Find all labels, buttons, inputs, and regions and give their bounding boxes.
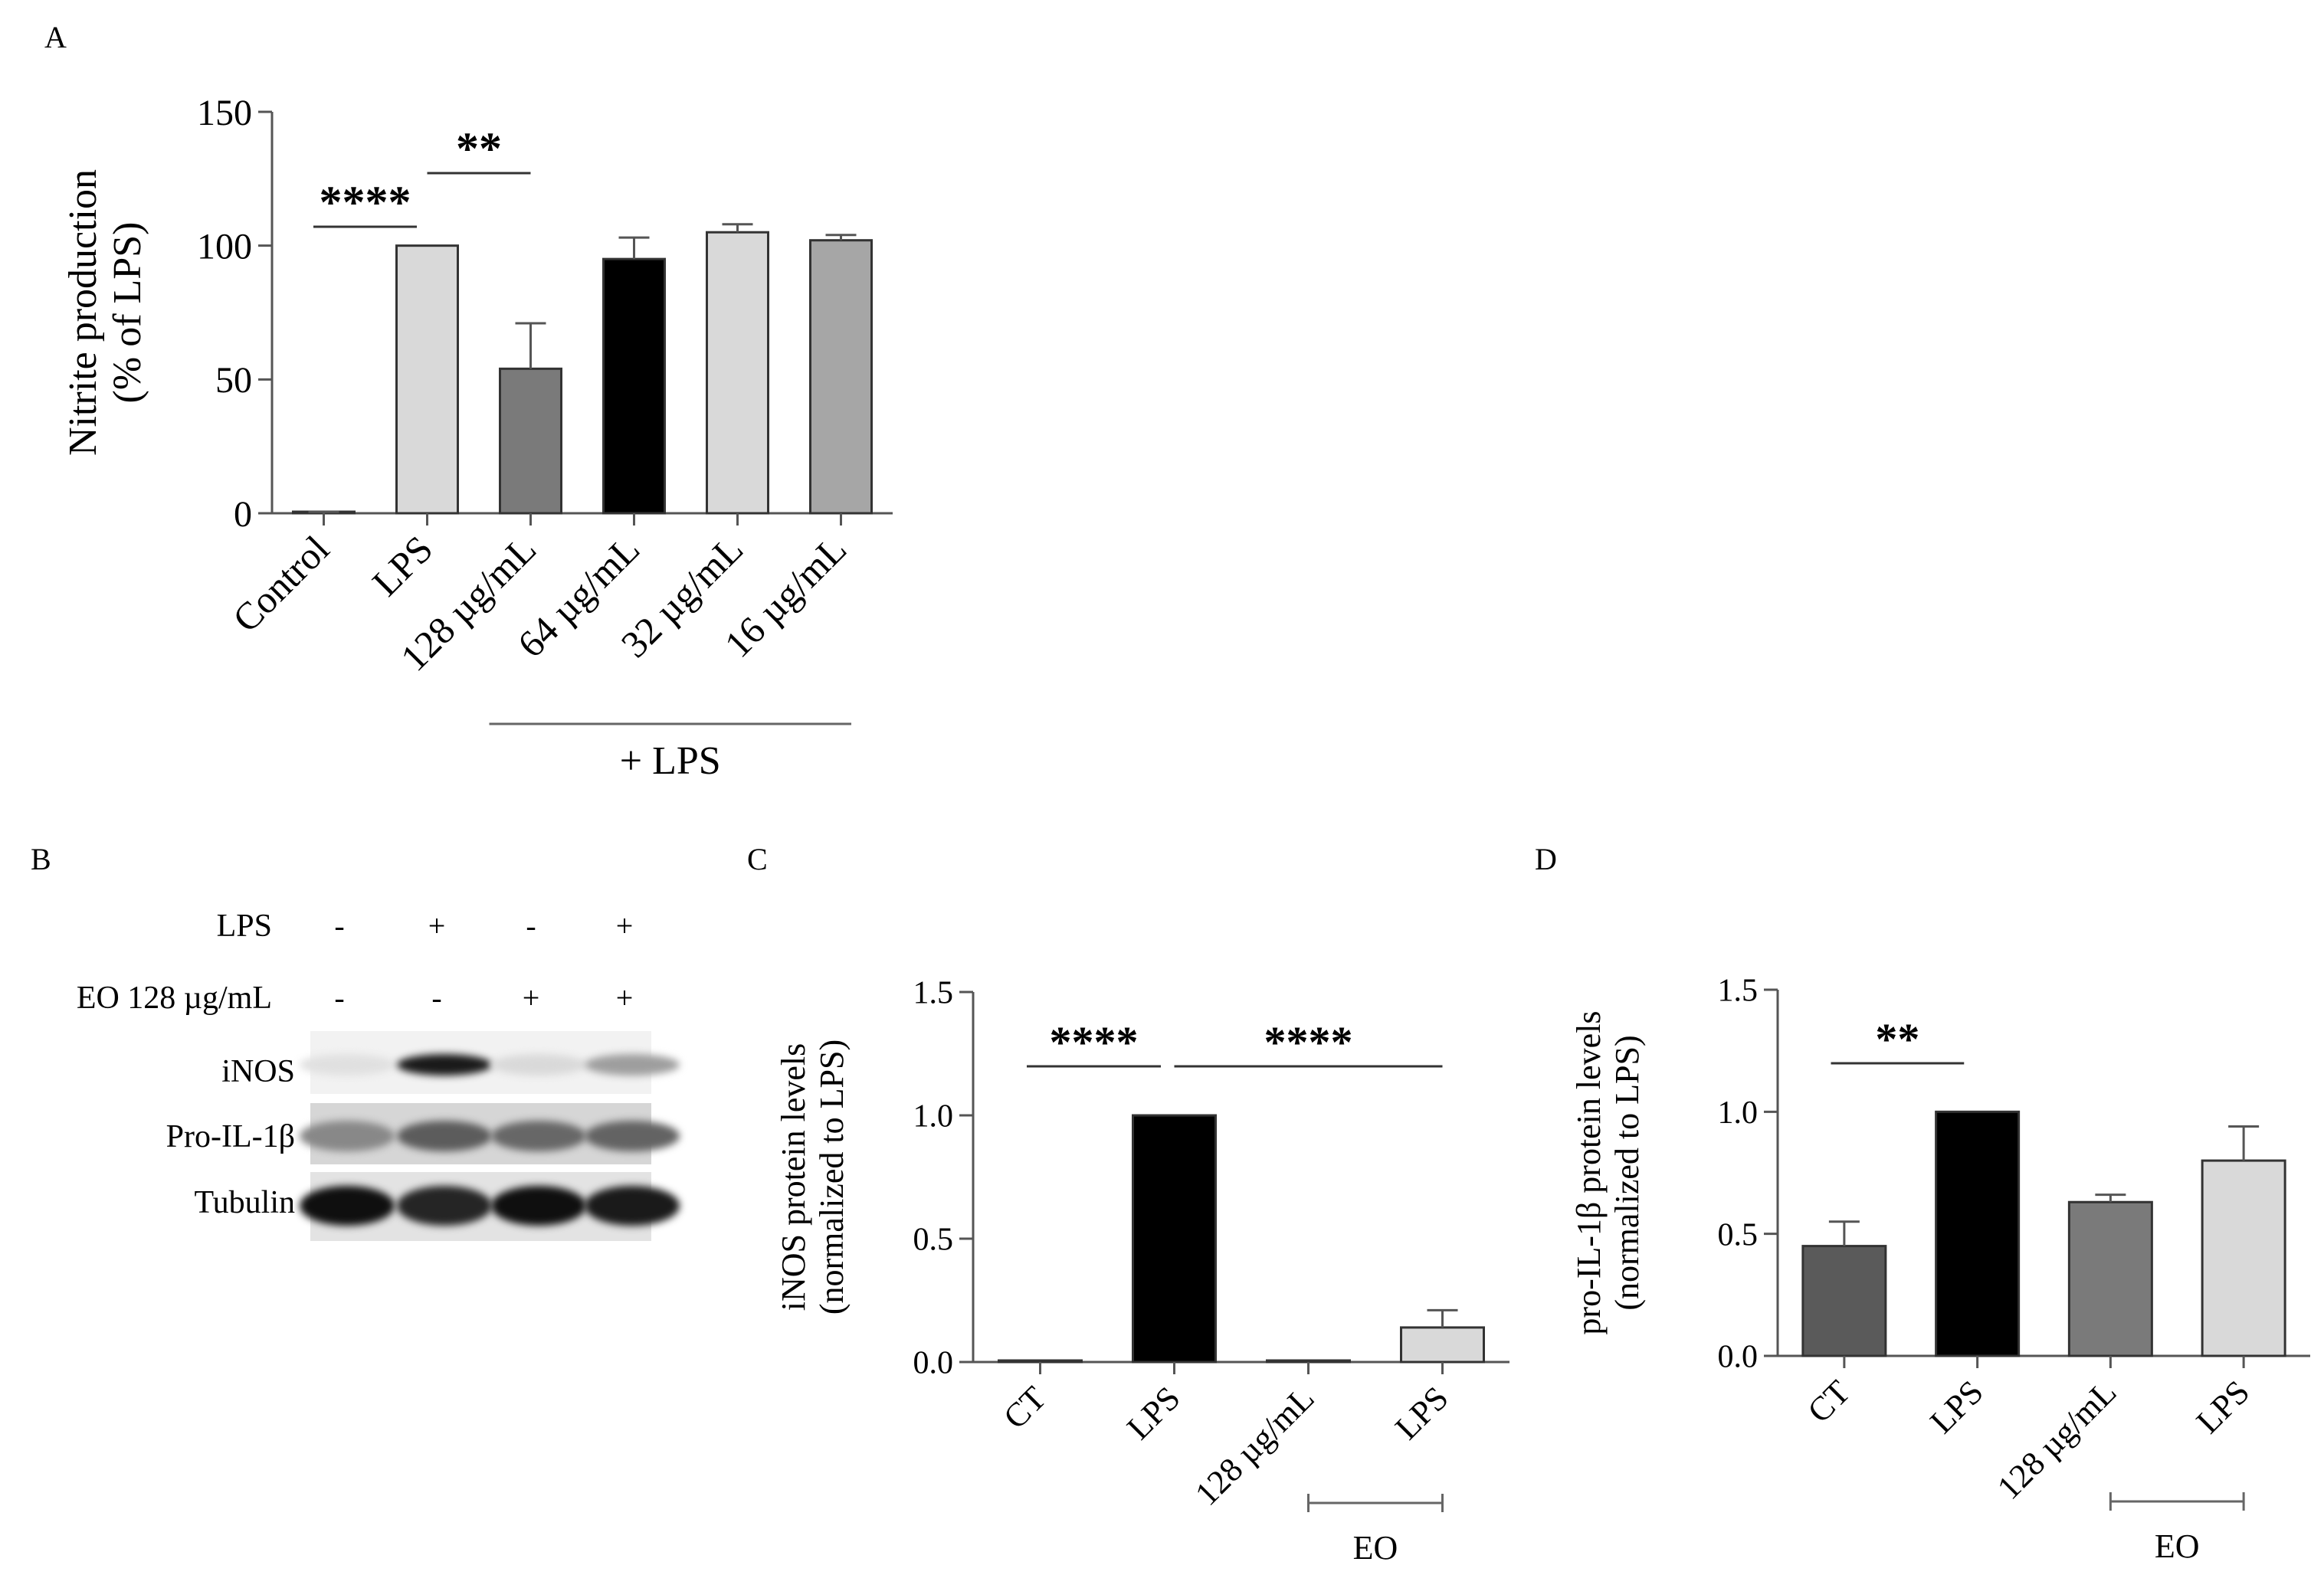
category-label: Control [225, 527, 338, 640]
y-tick-label: 0.0 [1718, 1340, 1759, 1375]
significance-stars: **** [320, 177, 411, 228]
category-label: LPS [2189, 1373, 2257, 1440]
condition-sign: - [526, 909, 536, 943]
bar [809, 239, 873, 515]
panel-letter-c: C [747, 842, 768, 876]
condition-sign: - [334, 981, 344, 1015]
bar [1801, 1245, 1887, 1357]
blot-label-tubulin: Tubulin [194, 1185, 295, 1220]
y-tick-label: 150 [197, 93, 252, 133]
bar [602, 257, 666, 515]
chart-d: 0.0 0.5 1.0 1.5 pro-IL-1β protein levels (nor… [1570, 974, 2310, 1565]
condition-label-eo: EO 128 µg/mL [77, 981, 272, 1016]
blot-band [491, 1054, 586, 1076]
blot-band [585, 1186, 680, 1226]
y-tick-label: 0 [234, 494, 252, 535]
blot-band [397, 1054, 492, 1076]
blot-band [397, 1186, 492, 1226]
blot-label-inos: iNOS [221, 1054, 295, 1089]
bar [2067, 1200, 2153, 1357]
y-axis-label: (normalized to LPS) [1608, 1035, 1646, 1310]
condition-label-lps: LPS [217, 909, 272, 944]
bar [499, 367, 562, 515]
condition-sign: + [616, 981, 634, 1015]
significance-stars: ** [456, 123, 502, 174]
y-tick-label: 0.5 [1718, 1217, 1759, 1252]
panel-letter-b: B [31, 842, 51, 876]
blot-band [300, 1121, 395, 1151]
category-label: LPS [364, 527, 441, 604]
y-tick-label: 1.5 [1718, 974, 1759, 1009]
group-label: EO [1353, 1529, 1398, 1567]
y-tick-label: 100 [197, 226, 252, 267]
category-label: LPS [1922, 1373, 1990, 1440]
western-blot-panel: LPS EO 128 µg/mL - + - + - - + + iNOS Pro-IL-1β… [77, 909, 680, 1241]
condition-sign: - [431, 981, 441, 1015]
panel-letter-a: A [44, 20, 67, 54]
bar [1935, 1110, 2021, 1357]
group-label: + LPS [620, 739, 721, 783]
blot-band [397, 1121, 492, 1151]
y-tick-label: 1.0 [913, 1099, 954, 1135]
category-label: CT [1801, 1373, 1857, 1429]
blot-band [300, 1186, 395, 1226]
blot-band [300, 1054, 395, 1076]
bar [2201, 1159, 2286, 1357]
bar [998, 1359, 1083, 1364]
blot-band [491, 1121, 586, 1151]
condition-sign: + [428, 909, 446, 943]
y-axis-label: pro-IL-1β protein levels [1570, 1010, 1608, 1334]
condition-sign: - [334, 909, 344, 943]
category-label: 128 µg/mL [1188, 1379, 1321, 1512]
bar [1400, 1326, 1485, 1364]
y-tick-label: 0.5 [913, 1223, 954, 1258]
panel-letter-d: D [1535, 842, 1557, 876]
y-tick-label: 1.0 [1718, 1095, 1759, 1131]
chart-a: 0 50 100 150 Nitrite production (% of LPS) Con… [61, 93, 893, 783]
bar [395, 244, 459, 515]
significance-stars: **** [1264, 1017, 1353, 1067]
bar [1132, 1114, 1217, 1364]
condition-sign: + [523, 981, 540, 1015]
bar [1266, 1359, 1351, 1364]
blot-band [491, 1186, 586, 1226]
blot-label-pro-il1b: Pro-IL-1β [166, 1119, 295, 1154]
y-tick-label: 0.0 [913, 1346, 954, 1381]
y-tick-label: 50 [215, 360, 252, 401]
category-label: LPS [1119, 1379, 1187, 1446]
group-label: EO [2155, 1527, 2200, 1565]
category-label: CT [996, 1379, 1053, 1436]
y-tick-label: 1.5 [913, 976, 954, 1011]
blot-band [585, 1121, 680, 1151]
y-axis-label: iNOS protein levels [775, 1043, 812, 1311]
significance-stars: ** [1875, 1014, 1919, 1064]
y-axis-label: (% of LPS) [106, 222, 149, 404]
category-label: LPS [1388, 1379, 1455, 1446]
condition-sign: + [616, 909, 634, 943]
significance-stars: **** [1050, 1017, 1139, 1067]
y-axis-label: Nitrite production [61, 169, 105, 456]
y-axis-label: (normalized to LPS) [813, 1040, 851, 1315]
chart-c: 0.0 0.5 1.0 1.5 iNOS protein levels (normaliz… [775, 976, 1509, 1567]
category-label: 128 µg/mL [1990, 1373, 2123, 1506]
bar [706, 231, 769, 515]
blot-band [585, 1054, 680, 1076]
